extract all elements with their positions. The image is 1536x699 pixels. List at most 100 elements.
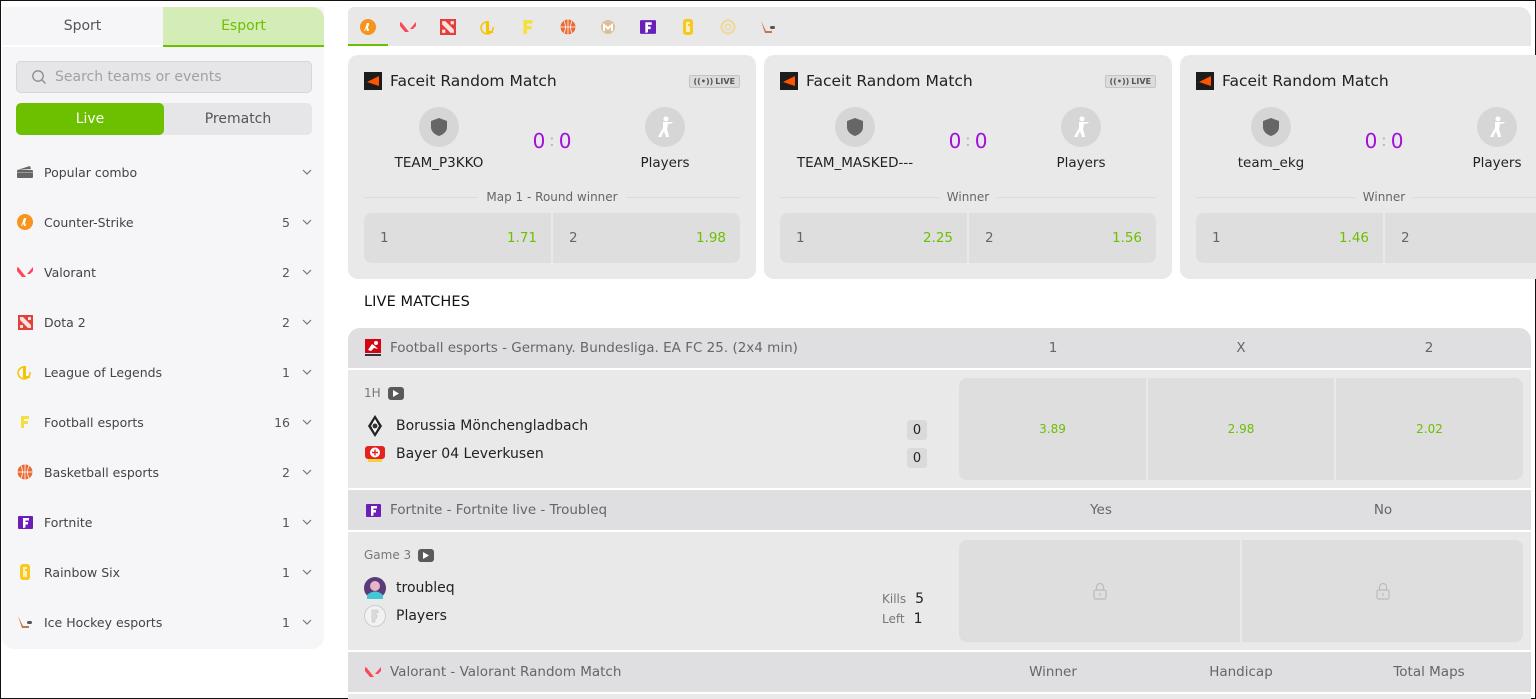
- live-matches-title: LIVE MATCHES: [364, 294, 470, 310]
- team2-name: Players: [1056, 155, 1106, 171]
- game-tab-overwatch[interactable]: [708, 7, 748, 46]
- bundesliga-icon: [364, 339, 382, 357]
- team1-name: TEAM_MASKED---: [796, 155, 914, 171]
- chevron-down-icon[interactable]: [302, 467, 312, 477]
- team2-name: Players: [640, 155, 690, 171]
- sidebar-item-football-esports[interactable]: Football esports 16: [2, 397, 324, 447]
- live-prematch-toggle: Live Prematch: [16, 103, 312, 135]
- match-score: 0:0: [948, 129, 988, 153]
- search-input[interactable]: [55, 69, 295, 85]
- featured-match-card[interactable]: Faceit Random Match ((•)) LIVE TEAM_P3KKO…: [348, 55, 756, 279]
- broadcast-icon: ((•)): [693, 76, 714, 86]
- chevron-down-icon[interactable]: [302, 317, 312, 327]
- tab-esport[interactable]: Esport: [163, 7, 324, 47]
- sidebar-item-popular-combo[interactable]: Popular combo: [2, 147, 324, 197]
- league-of-legends-icon: [480, 20, 494, 35]
- odds-button-1[interactable]: 1 1.71: [364, 213, 551, 263]
- column-header: No: [1373, 502, 1393, 518]
- video-play-icon[interactable]: [387, 386, 404, 400]
- ice-hockey-esports-icon: [761, 20, 775, 33]
- live-button[interactable]: Live: [16, 103, 164, 135]
- team-shield-icon: [1251, 107, 1291, 147]
- game-tab-counter-strike[interactable]: [348, 7, 388, 46]
- sidebar-item-counter-strike[interactable]: Counter-Strike 5: [2, 197, 324, 247]
- chevron-down-icon[interactable]: [302, 367, 312, 377]
- game-tab-ice-hockey-esports[interactable]: [748, 7, 788, 46]
- sidebar-item-count: 1: [282, 564, 290, 580]
- team2-name: Players: [1472, 155, 1522, 171]
- sidebar-item-label: Rainbow Six: [44, 564, 121, 580]
- team2-score: 0: [907, 448, 927, 468]
- chevron-down-icon[interactable]: [302, 567, 312, 577]
- ice-hockey-esports-icon: [16, 613, 34, 631]
- sidebar-item-label: Popular combo: [44, 164, 138, 180]
- sidebar-item-valorant[interactable]: Valorant 2: [2, 247, 324, 297]
- sidebar-item-dota2[interactable]: Dota 2 2: [2, 297, 324, 347]
- match-period: 1H: [364, 386, 381, 400]
- sidebar-item-label: League of Legends: [44, 364, 163, 380]
- chevron-down-icon[interactable]: [302, 417, 312, 427]
- odds-cell-2[interactable]: 2.02: [1336, 378, 1523, 480]
- category-list: Popular combo Counter-Strike 5 Valorant …: [2, 147, 324, 647]
- odds-cell-yes-locked[interactable]: [959, 540, 1240, 642]
- video-play-icon[interactable]: [418, 548, 435, 562]
- league-header[interactable]: Football esports - Germany. Bundesliga. …: [348, 328, 1531, 368]
- odds-cell-1[interactable]: 3.89: [959, 378, 1146, 480]
- sidebar-item-count: 1: [282, 614, 290, 630]
- odds-button-2[interactable]: 22: [1385, 213, 1536, 263]
- league-name: Fortnite - Fortnite live - Troubleq: [390, 502, 608, 518]
- odds-button-2[interactable]: 2 1.98: [553, 213, 740, 263]
- fortnite-icon: [640, 19, 656, 34]
- players-avatar: [364, 605, 386, 627]
- search-box: [16, 61, 312, 93]
- odds-cell-x[interactable]: 2.98: [1148, 378, 1334, 480]
- sidebar-item-basketball-esports[interactable]: Basketball esports 2: [2, 447, 324, 497]
- sidebar-item-rainbow-six[interactable]: Rainbow Six 1: [2, 547, 324, 597]
- game-tab-league-of-legends[interactable]: [468, 7, 508, 46]
- sidebar: Sport Esport Live Prematch Popular combo…: [2, 7, 324, 649]
- chevron-down-icon[interactable]: [302, 517, 312, 527]
- game-tab-valorant[interactable]: [388, 7, 428, 46]
- game-tab-rainbow-six[interactable]: [668, 7, 708, 46]
- match-row[interactable]: Game 3 troubleq Players Kills 5 Left 1: [348, 530, 1531, 652]
- chevron-down-icon[interactable]: [302, 267, 312, 277]
- league-header[interactable]: Valorant - Valorant Random Match Winner …: [348, 652, 1531, 692]
- chevron-down-icon[interactable]: [302, 167, 312, 177]
- tab-sport[interactable]: Sport: [2, 7, 163, 47]
- game-tab-fortnite[interactable]: [628, 7, 668, 46]
- game-tab-basketball-esports[interactable]: [548, 7, 588, 46]
- game-tab-football-esports[interactable]: [508, 7, 548, 46]
- league-header[interactable]: Fortnite - Fortnite live - Troubleq Yes …: [348, 490, 1531, 530]
- rainbow-six-icon: [16, 563, 34, 581]
- league-of-legends-icon: [16, 363, 34, 381]
- match-row[interactable]: [348, 692, 1531, 699]
- chevron-down-icon[interactable]: [302, 617, 312, 627]
- odds-cell-no-locked[interactable]: [1242, 540, 1523, 642]
- team-shield-icon: [835, 107, 875, 147]
- prematch-button[interactable]: Prematch: [204, 111, 272, 127]
- odds-grid: 3.89 2.98 2.02: [959, 378, 1523, 480]
- odds-button-1[interactable]: 1 1.46: [1196, 213, 1383, 263]
- football-esports-icon: [16, 413, 34, 431]
- odds-grid: [959, 540, 1523, 642]
- sidebar-item-ice-hockey-esports[interactable]: Ice Hockey esports 1: [2, 597, 324, 647]
- match-score: 0:0: [1364, 129, 1404, 153]
- odds-button-2[interactable]: 2 1.56: [969, 213, 1156, 263]
- featured-match-card[interactable]: Faceit Random Match ((•)) LIVE TEAM_MASKE…: [764, 55, 1172, 279]
- match-title: Faceit Random Match: [806, 72, 973, 90]
- league-name: Football esports - Germany. Bundesliga. …: [390, 340, 798, 356]
- match-row[interactable]: 1H Borussia Mönchengladbach Bayer 04 Lev…: [348, 368, 1531, 490]
- chevron-down-icon[interactable]: [302, 217, 312, 227]
- game-tab-mortal-kombat[interactable]: [588, 7, 628, 46]
- match-score: 0:0: [532, 129, 572, 153]
- featured-match-card[interactable]: Faceit Random Match team_ekg 0:0 Players…: [1180, 55, 1536, 279]
- odds-button-1[interactable]: 1 2.25: [780, 213, 967, 263]
- sidebar-item-league-of-legends[interactable]: League of Legends 1: [2, 347, 324, 397]
- game-tab-dota2[interactable]: [428, 7, 468, 46]
- player-avatar: [364, 577, 386, 599]
- sidebar-item-fortnite[interactable]: Fortnite 1: [2, 497, 324, 547]
- team2-name: Bayer 04 Leverkusen: [396, 446, 544, 462]
- gladbach-logo-icon: [364, 415, 386, 437]
- basketball-esports-icon: [560, 19, 576, 34]
- match-title: Faceit Random Match: [1222, 72, 1389, 90]
